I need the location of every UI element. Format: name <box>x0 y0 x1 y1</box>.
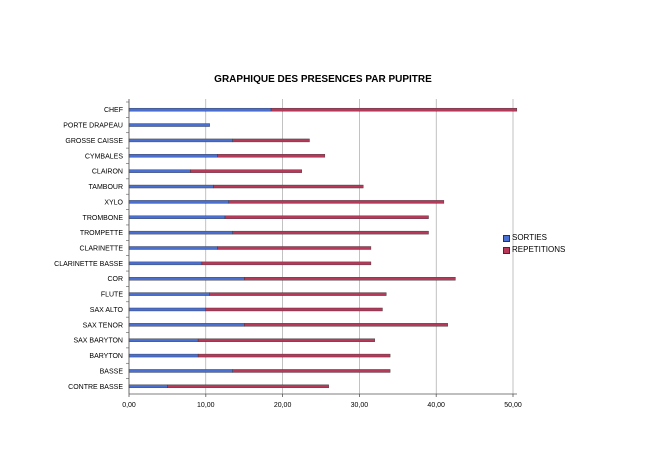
bar-sorties <box>128 323 245 327</box>
bar-sorties <box>128 107 272 112</box>
y-tick-label: CYMBALES <box>85 153 123 160</box>
legend-label-repetitions: REPETITIONS <box>512 245 566 254</box>
bar-repetitions <box>243 277 456 281</box>
y-tick-label: BARYTON <box>89 353 123 360</box>
legend-item-repetitions: REPETITIONS <box>503 244 565 256</box>
y-tick-label: XYLO <box>104 199 123 206</box>
y-tick-label: CLARINETTE BASSE <box>54 261 123 268</box>
x-tick-label: 40,00 <box>427 402 445 409</box>
bar-repetitions <box>232 138 310 143</box>
bar-sorties <box>128 307 207 312</box>
bar-repetitions <box>201 261 372 266</box>
bar-repetitions <box>197 353 391 358</box>
bar-repetitions <box>270 107 518 112</box>
bar-sorties <box>128 246 218 250</box>
y-tick-label: SAX ALTO <box>90 307 124 314</box>
y-tick-label: SAX BARYTON <box>73 338 123 345</box>
bar-sorties <box>128 353 199 358</box>
x-tick-label: 30,00 <box>351 402 369 409</box>
y-tick-label: BASSE <box>100 368 124 375</box>
y-tick-label: TROMPETTE <box>80 230 123 237</box>
bar-sorties <box>128 184 214 189</box>
y-tick-label: COR <box>107 276 123 283</box>
bar-sorties <box>128 292 210 296</box>
y-tick-label: FLUTE <box>101 292 124 299</box>
bar-sorties <box>128 138 233 143</box>
y-tick-label: SAX TENOR <box>83 322 123 329</box>
bar-sorties <box>128 154 218 158</box>
bar-sorties <box>128 215 226 219</box>
chart-title: GRAPHIQUE DES PRESENCES PAR PUPITRE <box>214 74 432 85</box>
y-tick-label: CLAIRON <box>92 169 123 176</box>
bar-repetitions <box>197 338 375 342</box>
legend-label-sorties: SORTIES <box>512 233 547 242</box>
bar-repetitions <box>217 246 372 250</box>
bar-repetitions <box>232 369 391 373</box>
bar-sorties <box>128 369 233 373</box>
bar-sorties <box>128 230 233 235</box>
bar-sorties <box>128 384 168 389</box>
bar-repetitions <box>217 154 326 158</box>
bar-repetitions <box>190 169 303 173</box>
bar-repetitions <box>232 230 429 235</box>
legend: SORTIES REPETITIONS <box>503 232 565 256</box>
bar-repetitions <box>228 200 445 204</box>
bar-repetitions <box>224 215 429 219</box>
bar-repetitions <box>205 307 383 312</box>
bar-sorties <box>128 338 199 342</box>
y-tick-label: TAMBOUR <box>89 184 123 191</box>
bar-sorties <box>128 277 245 281</box>
bar-sorties <box>128 200 230 204</box>
x-tick-label: 0,00 <box>122 402 136 409</box>
legend-swatch-sorties <box>503 234 510 242</box>
bar-repetitions <box>213 184 364 189</box>
bar-sorties <box>128 169 191 173</box>
x-tick-label: 20,00 <box>274 402 292 409</box>
y-tick-label: PORTE DRAPEAU <box>63 123 123 130</box>
bar-repetitions <box>209 292 387 296</box>
y-tick-label: CLARINETTE <box>79 246 123 253</box>
x-tick-label: 10,00 <box>197 402 215 409</box>
bar-sorties <box>128 123 210 127</box>
y-tick-label: CONTRE BASSE <box>68 384 123 391</box>
legend-item-sorties: SORTIES <box>503 232 565 244</box>
y-tick-label: GROSSE CAISSE <box>65 138 123 145</box>
bar-repetitions <box>243 323 448 327</box>
bar-sorties <box>128 261 203 266</box>
x-tick-label: 50,00 <box>504 402 522 409</box>
y-tick-label: TROMBONE <box>83 215 124 222</box>
bar-repetitions <box>167 384 329 389</box>
y-tick-label: CHEF <box>104 107 123 114</box>
legend-swatch-repetitions <box>503 246 510 254</box>
